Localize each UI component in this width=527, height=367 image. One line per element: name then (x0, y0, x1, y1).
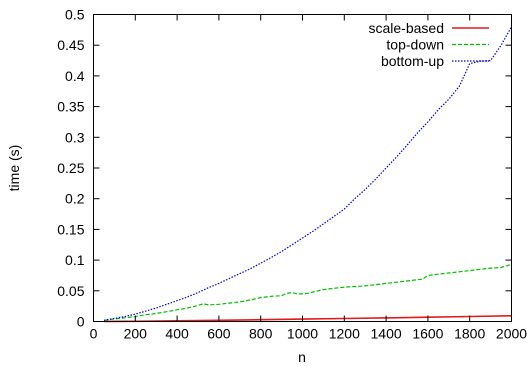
y-tick-label: 0.25 (57, 160, 84, 176)
y-tick-label: 0.2 (65, 191, 85, 207)
y-tick-label: 0 (77, 314, 85, 330)
legend-label: scale-based (369, 20, 445, 36)
y-tick-label: 0.1 (65, 252, 85, 268)
series-line-scale-based (103, 315, 512, 323)
x-tick-label: 200 (124, 326, 148, 342)
series-line-top-down (103, 263, 512, 321)
y-tick-label: 0.4 (65, 68, 85, 84)
x-tick-label: 1600 (412, 326, 443, 342)
y-tick-label: 0.35 (57, 99, 84, 115)
x-tick-label: 1000 (287, 326, 318, 342)
x-tick-label: 1800 (454, 326, 485, 342)
x-tick-label: 0 (90, 326, 98, 342)
y-axis-label: time (s) (6, 145, 22, 192)
series-layer (103, 26, 513, 323)
y-tick-label: 0.15 (57, 221, 84, 237)
y-tick-label: 0.05 (57, 283, 84, 299)
series-line-bottom-up (103, 26, 513, 321)
x-tick-label: 400 (165, 326, 189, 342)
x-axis-label: n (298, 349, 306, 365)
x-tick-label: 600 (207, 326, 231, 342)
x-tick-label: 1400 (371, 326, 402, 342)
y-tick-label: 0.5 (65, 7, 85, 23)
y-tick-label: 0.3 (65, 129, 85, 145)
ticks-layer: 0 200 400 600 800 1000 1200 1400 1600 1800 2000 0 0.… (57, 7, 527, 342)
y-tick-label: 0.45 (57, 37, 84, 53)
x-tick-label: 1200 (329, 326, 360, 342)
legend-label: bottom-up (381, 53, 444, 69)
x-tick-label: 800 (249, 326, 273, 342)
plot-frame (93, 14, 512, 322)
x-tick-label: 2000 (496, 326, 527, 342)
legend-label: top-down (386, 37, 444, 53)
